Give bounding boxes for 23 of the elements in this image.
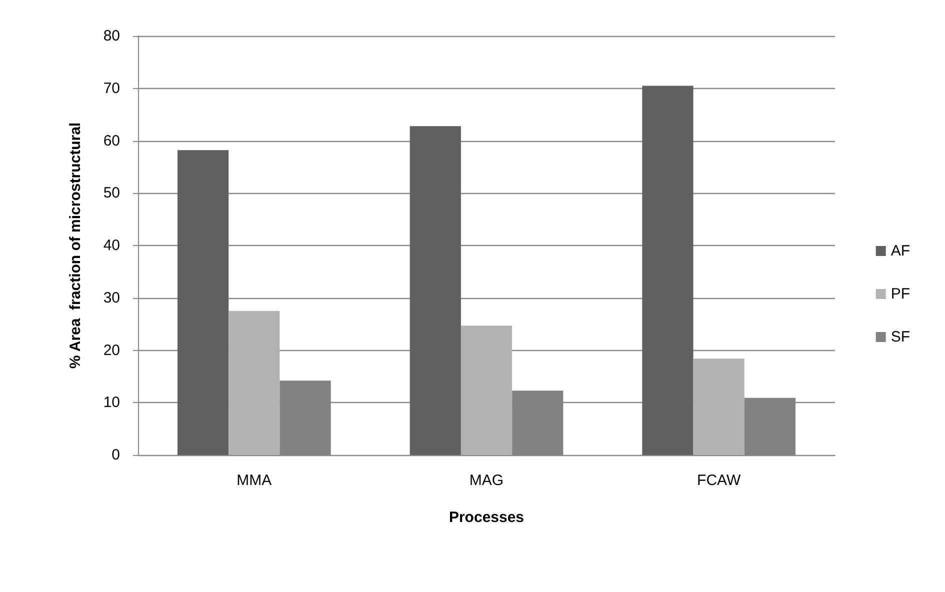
legend-label: SF <box>890 328 910 346</box>
legend-label: PF <box>890 286 910 302</box>
y-tick-label: 0 <box>112 446 120 464</box>
bar <box>642 86 694 455</box>
bar <box>410 126 461 455</box>
x-tick-label: MMA <box>236 472 272 489</box>
y-tick-label: 40 <box>103 237 120 254</box>
y-tick-label: 80 <box>103 28 120 44</box>
y-axis-title: % Area fraction of microstructural <box>67 122 84 369</box>
bar <box>460 326 512 455</box>
y-tick-label: 20 <box>103 342 120 359</box>
y-tick-label: 70 <box>103 80 120 97</box>
y-tick-label: 10 <box>103 394 120 412</box>
y-tick-label: 50 <box>103 184 120 202</box>
y-tick-label: 30 <box>103 289 120 306</box>
x-tick-label: FCAW <box>697 472 742 489</box>
bar <box>693 358 744 455</box>
bar <box>177 150 229 455</box>
x-tick-label: MAG <box>469 472 504 489</box>
legend-label: AF <box>890 242 910 260</box>
bar <box>228 310 280 455</box>
y-tick-label: 60 <box>103 132 120 150</box>
x-axis-title: Processes <box>448 509 524 526</box>
